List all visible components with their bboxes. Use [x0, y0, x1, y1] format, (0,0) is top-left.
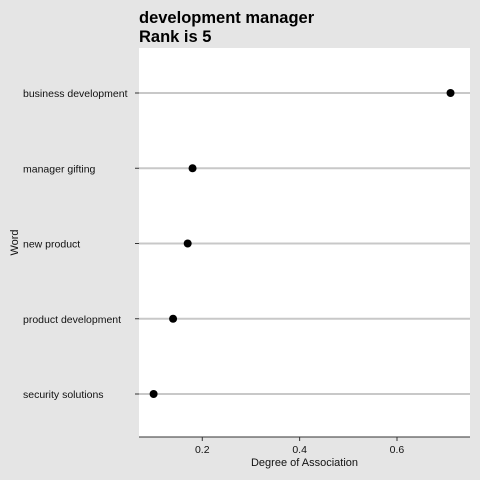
data-point — [149, 390, 158, 398]
y-axis-title: Word — [9, 229, 21, 255]
chart-title-block: development manager Rank is 5 — [139, 9, 314, 47]
data-point — [183, 239, 192, 248]
x-axis-title: Degree of Association — [251, 457, 358, 469]
chart-title: development manager — [139, 9, 315, 27]
x-axis: 0.2 0.4 0.6 — [139, 436, 470, 456]
data-point — [188, 164, 197, 173]
y-tick-label: new product — [23, 239, 80, 251]
data-point — [169, 314, 178, 323]
x-tick-label: 0.4 — [292, 444, 307, 456]
y-tick-labels: business development manager gifting new p… — [23, 88, 139, 401]
y-tick-label: manager gifting — [23, 163, 96, 175]
y-tick-label: product development — [23, 314, 121, 326]
y-tick-label: security solutions — [23, 389, 104, 401]
y-tick-label: business development — [23, 88, 128, 100]
gridlines — [139, 92, 470, 395]
data-point — [446, 89, 455, 97]
x-tick-label: 0.6 — [390, 444, 405, 456]
chart-subtitle: Rank is 5 — [139, 28, 212, 46]
x-tick-label: 0.2 — [195, 444, 210, 456]
data-points — [149, 89, 455, 398]
